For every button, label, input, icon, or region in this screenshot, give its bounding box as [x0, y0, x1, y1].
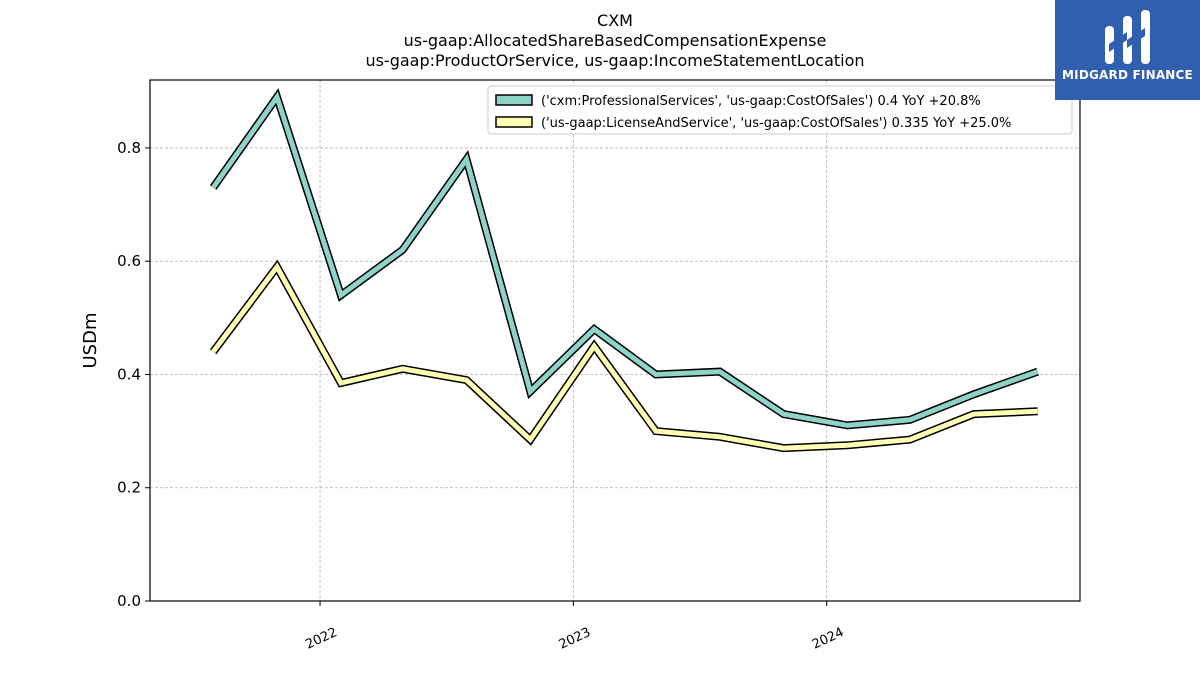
legend-swatch: [495, 94, 533, 106]
logo-text: MIDGARD FINANCE: [1062, 68, 1193, 82]
legend-swatch: [495, 116, 533, 128]
chart-title-line: us-gaap:ProductOrService, us-gaap:Income…: [365, 51, 864, 70]
x-tick-label: 2024: [810, 625, 846, 653]
logo-icon: [1105, 10, 1150, 64]
legend-entry: ('us-gaap:LicenseAndService', 'us-gaap:C…: [541, 116, 1011, 131]
plot-frame: [149, 79, 1081, 602]
legend: ('cxm:ProfessionalServices', 'us-gaap:Co…: [487, 85, 1073, 135]
legend-entry: ('cxm:ProfessionalServices', 'us-gaap:Co…: [541, 94, 981, 109]
legend-box: [487, 85, 1073, 135]
y-tick-label: 0.8: [117, 139, 141, 157]
x-tick-label: 2023: [557, 625, 593, 653]
y-tick-label: 0.4: [117, 365, 141, 383]
series-line: [211, 91, 1039, 428]
series-layer: [209, 88, 1040, 453]
series-line: [211, 262, 1038, 451]
chart-title-line: us-gaap:AllocatedShareBasedCompensationE…: [404, 31, 827, 50]
y-tick-label: 0.0: [117, 592, 141, 610]
y-tick-label: 0.2: [117, 479, 141, 497]
brand-logo: MIDGARD FINANCE: [1055, 0, 1200, 100]
y-tick-label: 0.6: [117, 252, 141, 270]
chart-title-line: CXM: [597, 11, 633, 30]
chart-title: CXMus-gaap:AllocatedShareBasedCompensati…: [365, 11, 864, 70]
x-tick-label: 2022: [303, 625, 339, 653]
y-axis-label: USDm: [80, 313, 101, 369]
